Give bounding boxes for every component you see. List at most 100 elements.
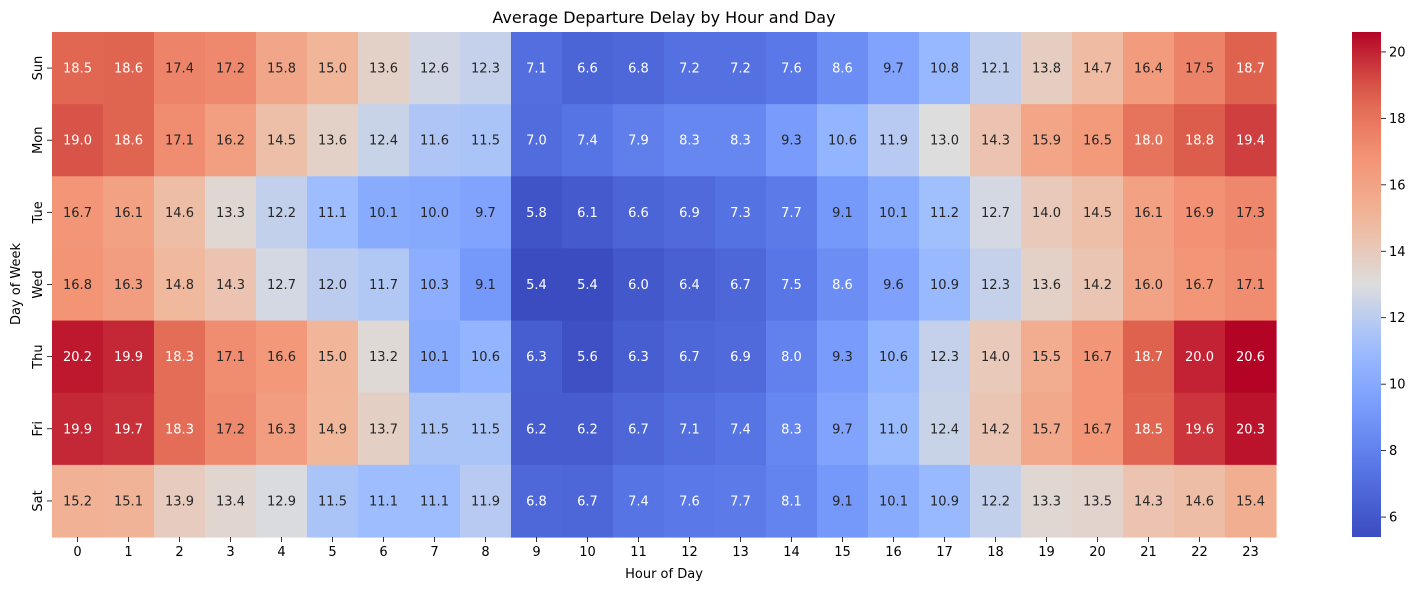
cell-value-label: 16.7: [1185, 278, 1214, 293]
cell-value-label: 14.7: [1083, 62, 1112, 77]
heatmap-cell: [409, 392, 461, 466]
heatmap-cell: [154, 176, 206, 250]
heatmap-cell: [766, 248, 818, 322]
cell-value-label: 10.1: [369, 206, 398, 221]
cell-value-label: 14.5: [267, 134, 296, 149]
heatmap-cell: [1123, 248, 1175, 322]
heatmap-cell: [766, 392, 818, 466]
heatmap-cell: [409, 248, 461, 322]
heatmap-cell: [103, 176, 155, 250]
heatmap-cell: [1174, 104, 1226, 177]
heatmap-cell: [1123, 32, 1175, 105]
heatmap-cell: [1021, 104, 1073, 177]
cell-value-label: 12.3: [930, 350, 959, 365]
heatmap-cell: [307, 392, 359, 466]
cell-value-label: 15.0: [318, 62, 347, 77]
cell-value-label: 5.6: [577, 350, 598, 365]
cell-value-label: 7.4: [730, 422, 751, 437]
heatmap-cell: [1225, 104, 1277, 177]
cell-value-label: 9.1: [832, 494, 853, 509]
x-tick-label: 11: [630, 545, 647, 560]
heatmap-cell: [664, 176, 716, 250]
heatmap-cell: [562, 392, 614, 466]
x-tick-label: 18: [987, 545, 1004, 560]
x-tick-label: 3: [226, 545, 234, 560]
cell-value-label: 18.6: [114, 134, 143, 149]
cell-value-label: 10.8: [930, 62, 959, 77]
cell-value-label: 14.9: [318, 422, 347, 437]
cell-value-label: 12.2: [267, 206, 296, 221]
cell-value-label: 13.9: [165, 494, 194, 509]
heatmap-cell: [562, 320, 614, 394]
cell-value-label: 11.7: [369, 278, 398, 293]
cell-value-label: 6.9: [730, 350, 751, 365]
heatmap-cell: [205, 464, 257, 538]
heatmap-cell: [1225, 464, 1277, 538]
heatmap-cell: [562, 464, 614, 538]
cell-value-label: 7.4: [577, 134, 598, 149]
heatmap-cell: [358, 176, 410, 250]
colorbar-tick-label: 18: [1389, 112, 1406, 127]
cell-value-label: 13.6: [369, 62, 398, 77]
heatmap-cell: [715, 176, 767, 250]
cell-value-label: 11.5: [420, 422, 449, 437]
heatmap-cell: [970, 176, 1022, 250]
heatmap-cell: [1021, 320, 1073, 394]
y-tick-label: Fri: [31, 421, 46, 437]
heatmap-cell: [664, 104, 716, 177]
x-tick-label: 22: [1191, 545, 1208, 560]
y-axis-label: Day of Week: [9, 242, 24, 325]
heatmap-cell: [154, 464, 206, 538]
cell-value-label: 10.6: [828, 134, 857, 149]
heatmap-cell: [460, 320, 512, 394]
heatmap-cell: [52, 320, 104, 394]
heatmap-cell: [103, 104, 155, 177]
cell-value-label: 7.9: [628, 134, 649, 149]
cell-value-label: 16.5: [1083, 134, 1112, 149]
heatmap-cell: [868, 464, 920, 538]
cell-value-label: 11.0: [879, 422, 908, 437]
cell-value-label: 9.1: [832, 206, 853, 221]
heatmap-cell: [511, 464, 563, 538]
heatmap-cell: [919, 464, 971, 538]
heatmap-cell: [52, 176, 104, 250]
heatmap-cell: [1225, 176, 1277, 250]
cell-value-label: 17.1: [216, 350, 245, 365]
cell-value-label: 6.8: [628, 62, 649, 77]
heatmap-cell: [1072, 392, 1124, 466]
cell-value-label: 10.1: [879, 206, 908, 221]
heatmap-cell: [1123, 392, 1175, 466]
cell-value-label: 15.1: [114, 494, 143, 509]
heatmap-cell: [919, 248, 971, 322]
cell-value-label: 17.2: [216, 422, 245, 437]
cell-value-label: 12.3: [471, 62, 500, 77]
x-tick-label: 6: [379, 545, 387, 560]
cell-value-label: 16.1: [1134, 206, 1163, 221]
heatmap-cell: [52, 32, 104, 105]
cell-value-label: 8.3: [679, 134, 700, 149]
cell-value-label: 13.7: [369, 422, 398, 437]
x-tick-label: 7: [430, 545, 438, 560]
cell-value-label: 6.1: [577, 206, 598, 221]
cell-value-label: 10.3: [420, 278, 449, 293]
cell-value-label: 12.2: [981, 494, 1010, 509]
heatmap-cell: [307, 104, 359, 177]
cell-value-label: 6.2: [526, 422, 547, 437]
cell-value-label: 6.9: [679, 206, 700, 221]
heatmap-cell: [307, 248, 359, 322]
cell-value-label: 12.1: [981, 62, 1010, 77]
cell-value-label: 13.3: [216, 206, 245, 221]
heatmap-cell: [868, 32, 920, 105]
cell-value-label: 12.9: [267, 494, 296, 509]
cell-value-label: 7.6: [679, 494, 700, 509]
cell-value-label: 12.6: [420, 62, 449, 77]
cell-value-label: 15.4: [1236, 494, 1265, 509]
heatmap-cell: [664, 320, 716, 394]
cell-value-label: 19.7: [114, 422, 143, 437]
cell-value-label: 10.1: [879, 494, 908, 509]
cell-value-label: 10.9: [930, 494, 959, 509]
heatmap-cell: [868, 104, 920, 177]
heatmap-cell: [715, 104, 767, 177]
cell-value-label: 10.6: [879, 350, 908, 365]
cell-value-label: 6.8: [526, 494, 547, 509]
